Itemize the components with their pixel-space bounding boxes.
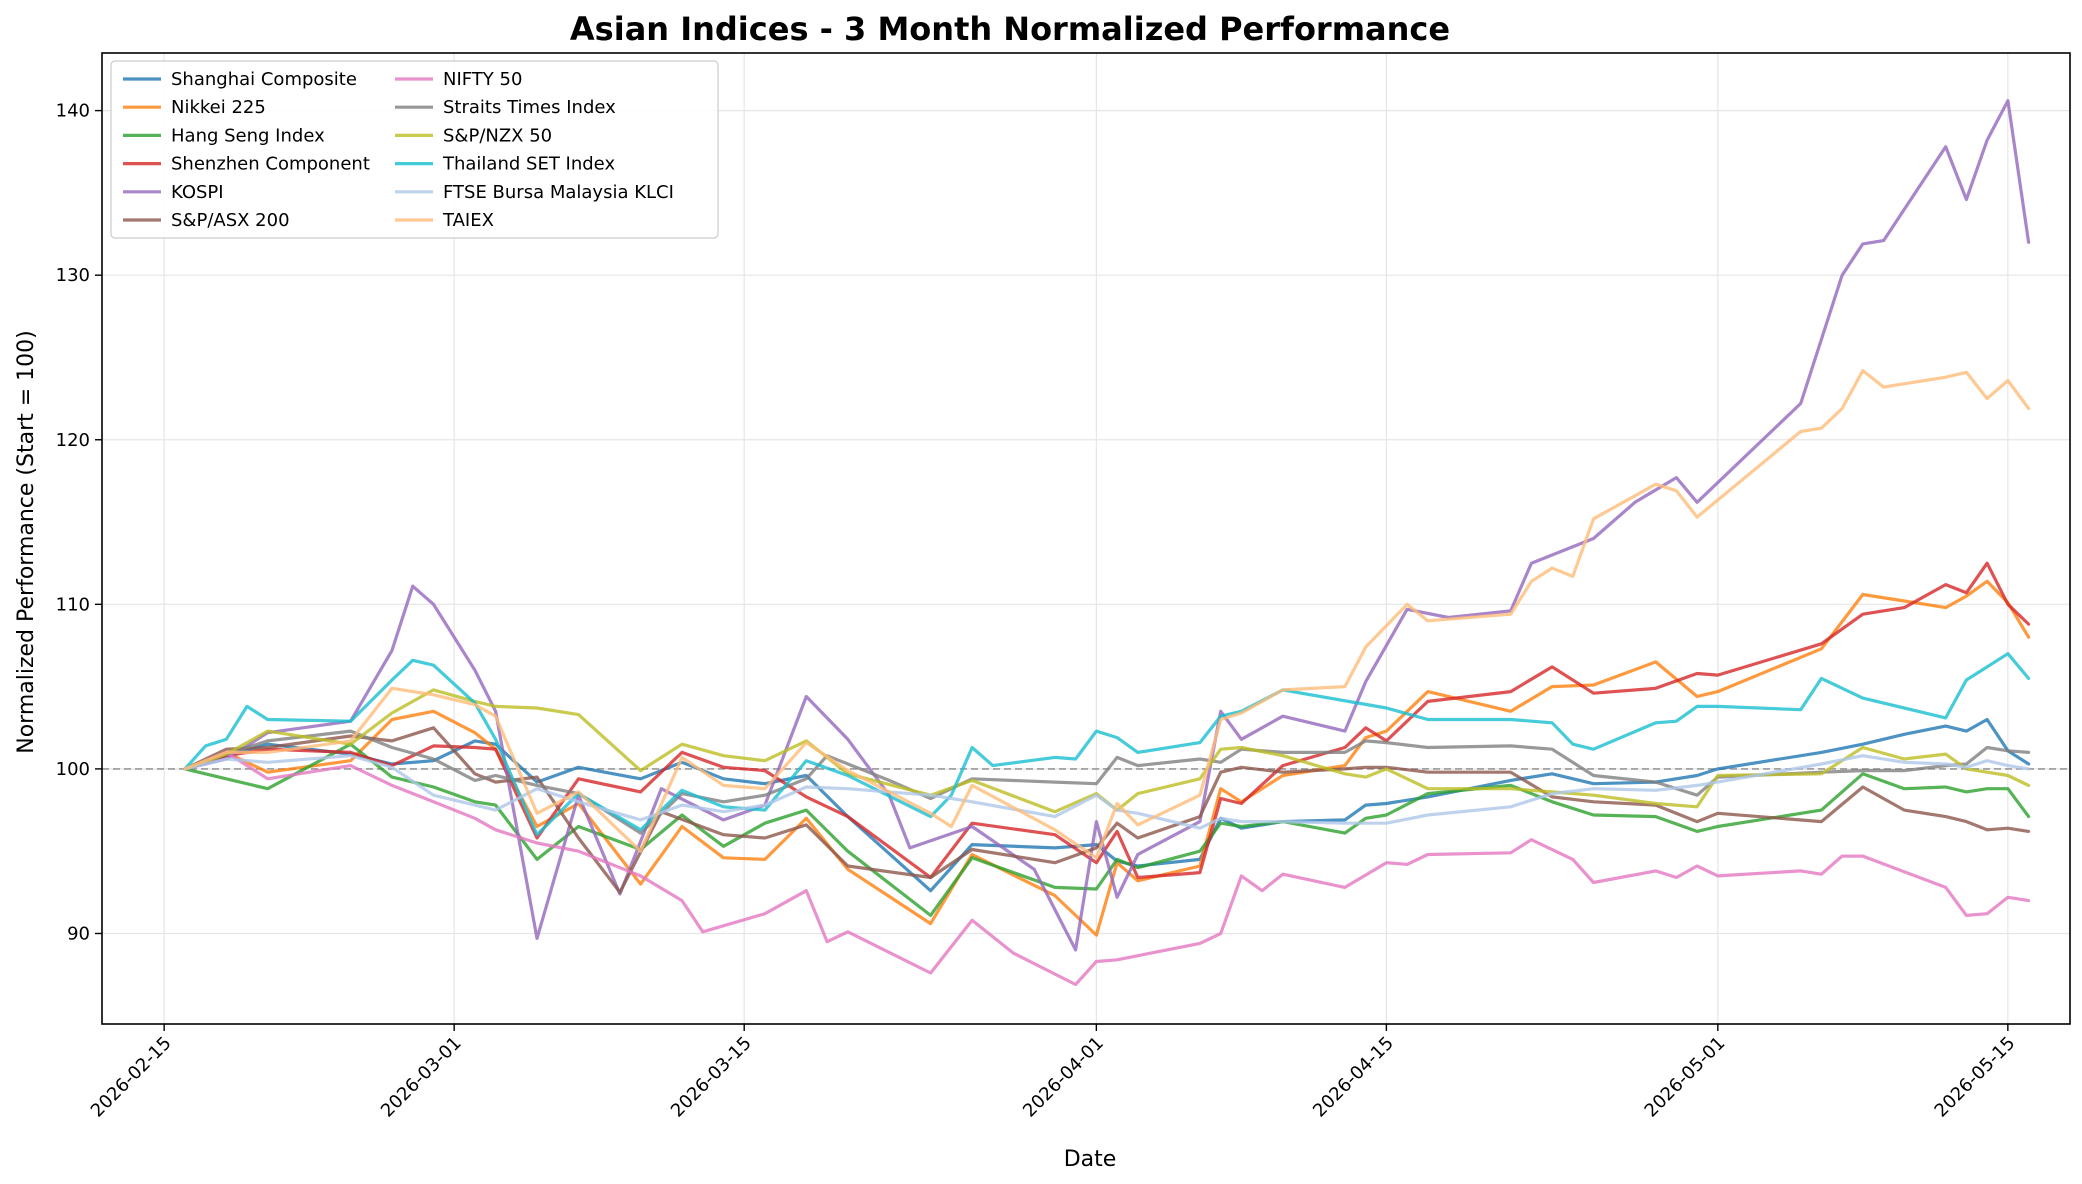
legend: Shanghai Composite Nikkei 225 Hang Seng In… <box>110 60 719 239</box>
plot-frame <box>101 52 2071 1025</box>
series-line-hang-seng-index <box>183 742 2031 918</box>
series-line-shenzhen-component <box>183 561 2031 880</box>
legend-label: Hang Seng Index <box>171 125 325 146</box>
series-line-s-p-nzx-50 <box>183 688 2031 814</box>
series-line-thailand-set-index <box>183 652 2031 837</box>
series-line-s-p-asx-200 <box>183 726 2031 894</box>
legend-label: Shenzhen Component <box>171 154 370 175</box>
legend-box <box>110 60 719 239</box>
series-line-kospi <box>183 99 2031 952</box>
legend-label: Nikkei 225 <box>171 97 266 118</box>
series-line-ftse-bursa-malaysia-klci <box>183 754 2031 830</box>
y-tick-label: 120 <box>56 430 90 451</box>
chart-title: Asian Indices - 3 Month Normalized Perfo… <box>570 10 1450 48</box>
legend-label: KOSPI <box>171 182 224 203</box>
series-line-taiex <box>183 369 2031 860</box>
legend-label: NIFTY 50 <box>443 69 522 90</box>
y-tick-label: 110 <box>56 594 90 615</box>
y-axis-label: Normalized Performance (Start = 100) <box>14 330 39 753</box>
legend-label: Thailand SET Index <box>442 154 615 175</box>
legend-label: Shanghai Composite <box>171 69 357 90</box>
legend-label: FTSE Bursa Malaysia KLCI <box>443 182 674 203</box>
x-axis-label: Date <box>1064 1147 1117 1172</box>
y-tick-label: 90 <box>67 923 90 944</box>
legend-label: S&P/NZX 50 <box>443 125 552 146</box>
legend-label: TAIEX <box>442 210 494 231</box>
y-tick-label: 140 <box>56 101 90 122</box>
series-lines <box>183 99 2031 987</box>
y-tick-label: 100 <box>56 759 90 780</box>
y-tick-label: 130 <box>56 265 90 286</box>
legend-label: S&P/ASX 200 <box>171 210 290 231</box>
series-line-nifty-50 <box>183 750 2031 987</box>
legend-label: Straits Times Index <box>443 97 616 118</box>
